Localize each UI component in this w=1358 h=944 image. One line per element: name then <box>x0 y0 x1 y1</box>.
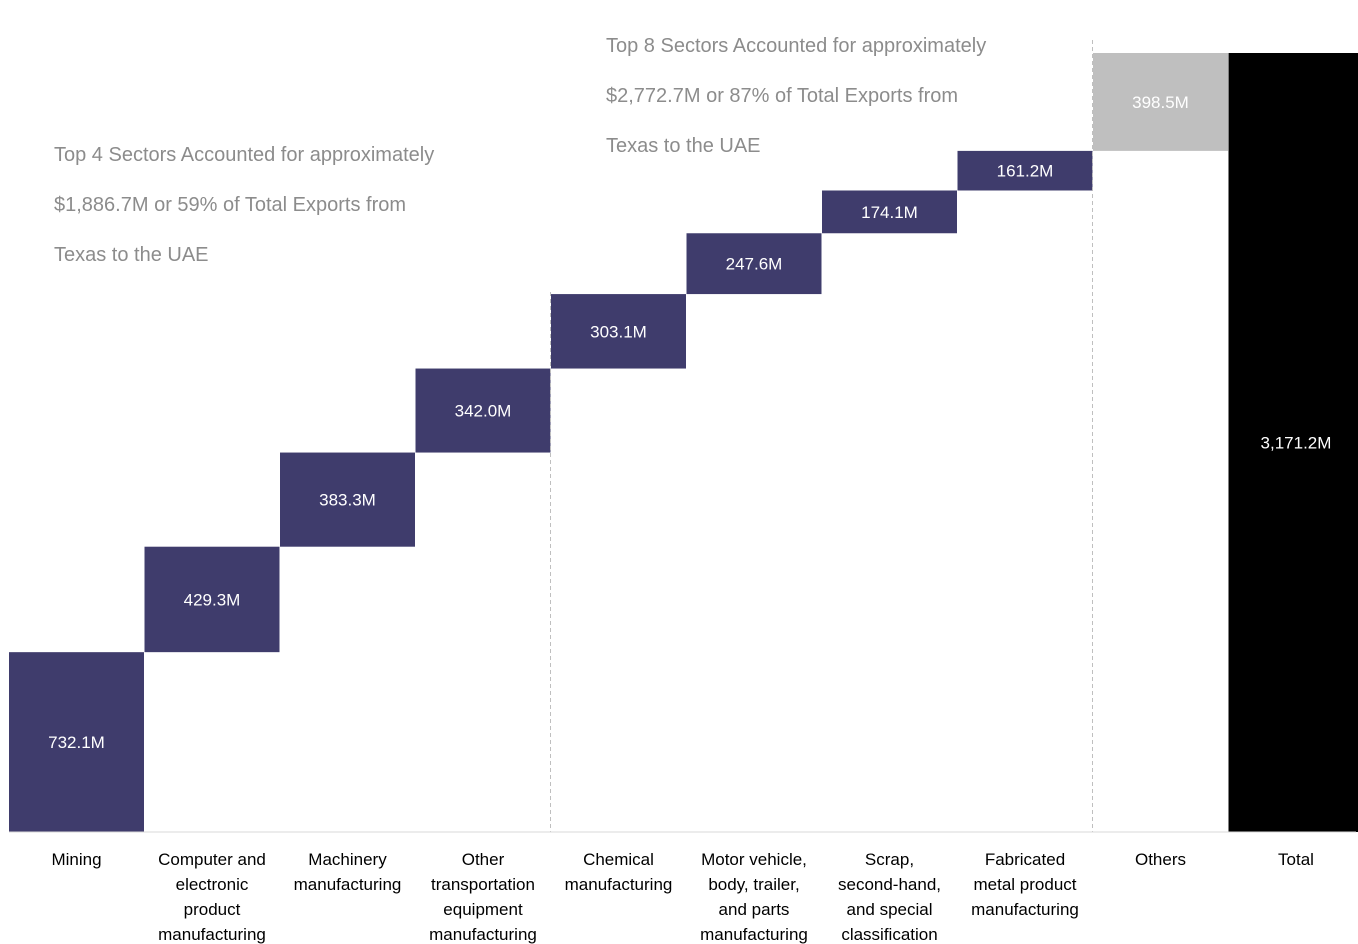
annotation-top8-line-1: Top 8 Sectors Accounted for approximatel… <box>606 35 987 57</box>
data-label-1: 732.1M <box>48 733 105 752</box>
bar-6 <box>686 233 822 295</box>
bar-8 <box>957 150 1093 191</box>
bar-4 <box>415 368 551 453</box>
bar-7 <box>822 190 957 234</box>
bar-9 <box>1093 53 1228 151</box>
annotation-top4-line-2: $1,886.7M or 59% of Total Exports from <box>54 194 407 216</box>
category-label-10: Total <box>1278 850 1314 869</box>
category-label-6-line-4: manufacturing <box>700 925 808 944</box>
category-label-5-line-2: manufacturing <box>565 875 673 894</box>
category-label-8-line-1: Fabricated <box>985 850 1065 869</box>
category-label-2-line-1: Computer and <box>158 850 266 869</box>
bar-1 <box>9 652 144 832</box>
data-label-7: 174.1M <box>861 203 918 222</box>
category-label-6: Motor vehicle, body, trailer, and parts man… <box>700 850 808 944</box>
category-label-6-line-2: body, trailer, <box>708 875 799 894</box>
data-label-5: 303.1M <box>590 322 647 341</box>
category-label-2-line-3: product <box>184 900 241 919</box>
bar-2 <box>144 546 280 653</box>
data-label-6: 247.6M <box>726 255 783 274</box>
data-label-8: 161.2M <box>997 162 1054 181</box>
category-label-7-line-1: Scrap, <box>865 850 914 869</box>
category-label-3-line-2: manufacturing <box>294 875 402 894</box>
category-label-5: Chemical manufacturing <box>565 850 673 894</box>
annotation-top4-line-1: Top 4 Sectors Accounted for approximatel… <box>54 144 435 166</box>
data-labels-layer: 732.1M 429.3M 383.3M 342.0M 303.1M 247.6M 174.… <box>48 93 1331 752</box>
annotation-top4: Top 4 Sectors Accounted for approximatel… <box>54 118 524 293</box>
category-label-8-line-3: manufacturing <box>971 900 1079 919</box>
category-label-7-line-4: classification <box>841 925 937 944</box>
category-label-2: Computer and electronic product manufacturi… <box>158 850 266 944</box>
category-label-1: Mining <box>51 850 101 869</box>
data-label-4: 342.0M <box>455 402 512 421</box>
category-label-4-line-2: transportation <box>431 875 535 894</box>
category-label-9-line-1: Others <box>1135 850 1186 869</box>
data-label-9: 398.5M <box>1132 93 1189 112</box>
category-label-7: Scrap, second-hand, and special classificat… <box>838 850 941 944</box>
bars-layer <box>9 53 1358 832</box>
category-label-8-line-2: metal product <box>974 875 1077 894</box>
data-label-3: 383.3M <box>319 491 376 510</box>
category-label-3-line-1: Machinery <box>308 850 387 869</box>
category-label-9: Others <box>1135 850 1186 869</box>
data-label-10: 3,171.2M <box>1261 434 1332 453</box>
category-label-10-line-1: Total <box>1278 850 1314 869</box>
category-label-4-line-3: equipment <box>443 900 523 919</box>
category-label-8: Fabricated metal product manufacturing <box>971 850 1079 919</box>
category-label-6-line-1: Motor vehicle, <box>701 850 807 869</box>
category-label-3: Machinery manufacturing <box>294 850 402 894</box>
annotation-top4-line-3: Texas to the UAE <box>54 244 209 266</box>
category-label-2-line-2: electronic <box>176 875 249 894</box>
annotation-top8-line-2: $2,772.7M or 87% of Total Exports from <box>606 85 959 107</box>
category-label-4: Other transportation equipment manufacturin… <box>429 850 537 944</box>
category-label-5-line-1: Chemical <box>583 850 654 869</box>
dividers-layer <box>550 40 1093 832</box>
category-label-4-line-1: Other <box>462 850 505 869</box>
bar-3 <box>280 452 415 547</box>
bar-10 <box>1228 53 1358 832</box>
category-label-7-line-3: and special <box>846 900 932 919</box>
category-label-1-line-1: Mining <box>51 850 101 869</box>
category-labels-layer: Mining Computer and electronic product manuf… <box>51 850 1314 944</box>
annotation-top8-line-3: Texas to the UAE <box>606 135 761 157</box>
category-label-4-line-4: manufacturing <box>429 925 537 944</box>
category-label-2-line-4: manufacturing <box>158 925 266 944</box>
annotation-top8: Top 8 Sectors Accounted for approximatel… <box>606 9 1076 184</box>
data-label-2: 429.3M <box>184 590 241 609</box>
bar-5 <box>551 294 686 369</box>
category-label-7-line-2: second-hand, <box>838 875 941 894</box>
category-label-6-line-3: and parts <box>719 900 790 919</box>
